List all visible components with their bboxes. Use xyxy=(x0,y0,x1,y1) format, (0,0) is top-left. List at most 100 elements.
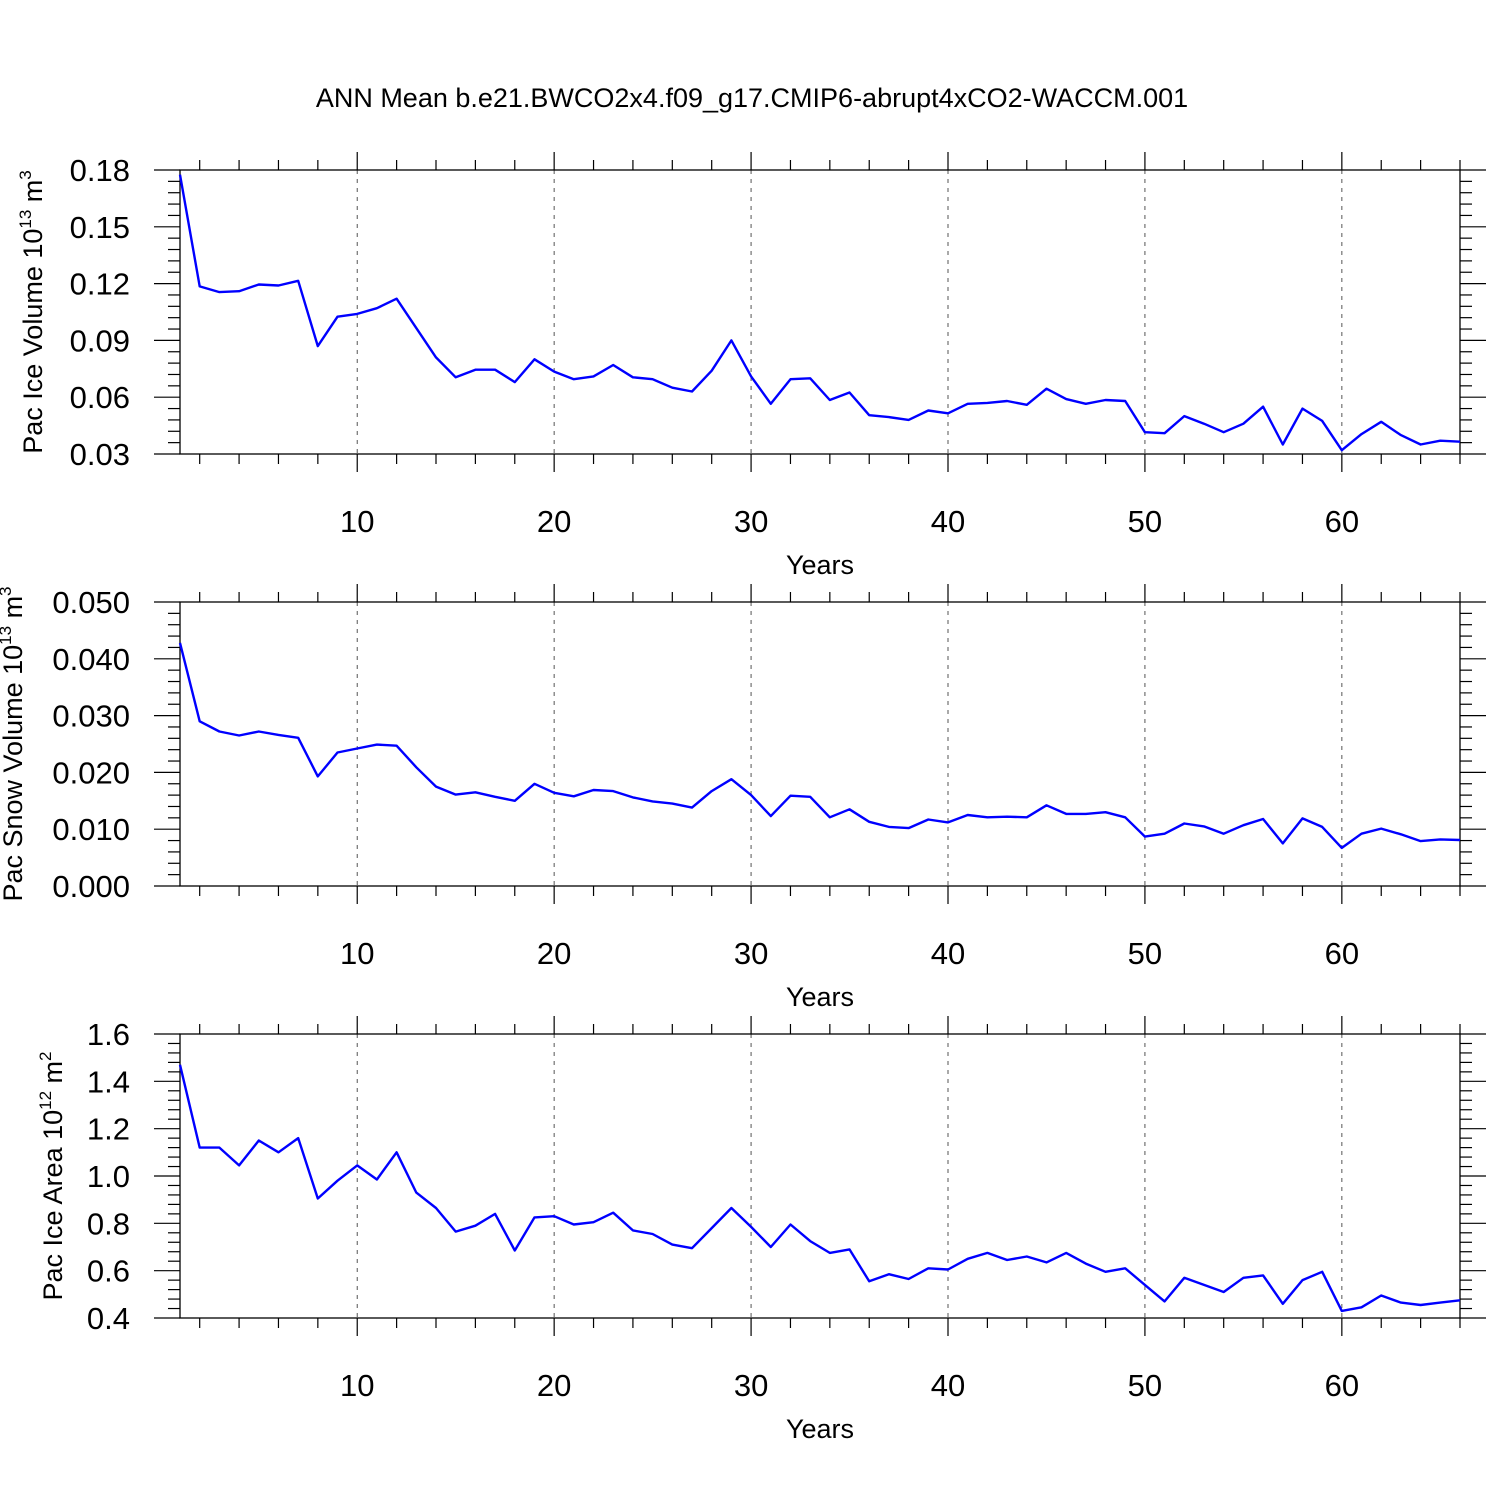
data-point xyxy=(967,403,969,405)
data-point xyxy=(179,1064,181,1066)
data-point xyxy=(888,416,890,418)
data-point xyxy=(868,821,870,823)
data-point xyxy=(711,790,713,792)
data-point xyxy=(1439,440,1441,442)
data-point xyxy=(238,734,240,736)
data-point xyxy=(1124,816,1126,818)
data-point xyxy=(474,369,476,371)
x-tick-label: 60 xyxy=(1325,936,1359,971)
y-axis-label-text: Pac Ice Volume 10 xyxy=(18,229,48,454)
y-tick-label: 0.18 xyxy=(70,153,130,188)
data-point xyxy=(612,364,614,366)
data-point xyxy=(789,795,791,797)
y-tick-label: 0.6 xyxy=(87,1254,130,1289)
y-tick-label: 0.030 xyxy=(52,699,130,734)
data-point xyxy=(1419,1304,1421,1306)
data-point xyxy=(1360,433,1362,435)
data-point xyxy=(514,1249,516,1251)
x-tick-label: 30 xyxy=(734,936,768,971)
x-tick-label: 60 xyxy=(1325,1368,1359,1403)
data-point xyxy=(907,419,909,421)
data-point xyxy=(573,378,575,380)
data-point xyxy=(1045,1261,1047,1263)
data-point xyxy=(435,785,437,787)
data-point xyxy=(809,377,811,379)
data-point xyxy=(494,369,496,371)
data-point xyxy=(1124,400,1126,402)
data-point xyxy=(1439,838,1441,840)
data-point xyxy=(632,1229,634,1231)
data-point xyxy=(927,1267,929,1269)
y-axis-label-text: Pac Ice Area 10 xyxy=(38,1110,68,1301)
data-point xyxy=(1085,1262,1087,1264)
x-tick-label: 50 xyxy=(1128,504,1162,539)
y-tick-label: 1.2 xyxy=(87,1112,130,1147)
data-point xyxy=(1006,400,1008,402)
data-point xyxy=(770,1246,772,1248)
data-point xyxy=(592,789,594,791)
data-point xyxy=(336,316,338,318)
y-tick-label: 0.000 xyxy=(52,869,130,904)
x-tick-label: 10 xyxy=(340,504,374,539)
data-point xyxy=(691,390,693,392)
data-point xyxy=(455,376,457,378)
data-point xyxy=(238,1164,240,1166)
data-point xyxy=(356,747,358,749)
data-point xyxy=(435,1207,437,1209)
data-series-line xyxy=(178,642,1461,850)
data-point xyxy=(1065,813,1067,815)
data-point xyxy=(1183,415,1185,417)
data-point xyxy=(455,1230,457,1232)
data-point xyxy=(986,402,988,404)
data-point xyxy=(1301,1279,1303,1281)
data-point xyxy=(770,815,772,817)
data-point xyxy=(258,1139,260,1141)
data-point xyxy=(356,313,358,315)
data-point xyxy=(671,802,673,804)
data-point xyxy=(1045,388,1047,390)
data-point xyxy=(632,376,634,378)
y-tick-label: 0.050 xyxy=(52,585,130,620)
data-point xyxy=(848,1248,850,1250)
data-point xyxy=(750,1226,752,1228)
x-tick-label: 60 xyxy=(1325,504,1359,539)
data-point xyxy=(1459,1299,1461,1301)
data-point xyxy=(1262,818,1264,820)
y-axis-label: Pac Ice Volume 1013 m3 xyxy=(16,170,48,454)
y-tick-label: 0.040 xyxy=(52,642,130,677)
data-point xyxy=(494,1213,496,1215)
y-tick-label: 0.12 xyxy=(70,267,130,302)
x-tick-label: 40 xyxy=(931,504,965,539)
data-point xyxy=(297,737,299,739)
data-point xyxy=(809,796,811,798)
data-point xyxy=(356,1164,358,1166)
data-point xyxy=(1380,827,1382,829)
data-point xyxy=(1124,1267,1126,1269)
data-point xyxy=(1301,817,1303,819)
data-point xyxy=(1223,833,1225,835)
y-tick-label: 0.03 xyxy=(70,437,130,472)
data-point xyxy=(494,796,496,798)
data-point xyxy=(1360,1306,1362,1308)
data-point xyxy=(218,291,220,293)
data-point xyxy=(1321,1271,1323,1273)
data-point xyxy=(1360,833,1362,835)
panels: 10 20 30 40 50 60 0.03 0.06 0.09 0.12 0.15 0.18 Year… xyxy=(0,152,1486,1444)
data-point xyxy=(1341,449,1343,451)
x-axis-label: Years xyxy=(786,982,854,1012)
data-point xyxy=(730,1207,732,1209)
data-point xyxy=(907,1278,909,1280)
data-point xyxy=(395,1151,397,1153)
x-tick-label: 20 xyxy=(537,504,571,539)
data-point xyxy=(1419,443,1421,445)
data-point xyxy=(1242,423,1244,425)
data-point xyxy=(1144,1284,1146,1286)
data-point xyxy=(1380,421,1382,423)
data-point xyxy=(1045,804,1047,806)
x-tick-label: 30 xyxy=(734,1368,768,1403)
data-point xyxy=(1065,1252,1067,1254)
data-point xyxy=(651,1233,653,1235)
y-axis-label-text: Pac Snow Volume 10 xyxy=(0,645,28,902)
data-point xyxy=(395,745,397,747)
data-point xyxy=(1006,1259,1008,1261)
